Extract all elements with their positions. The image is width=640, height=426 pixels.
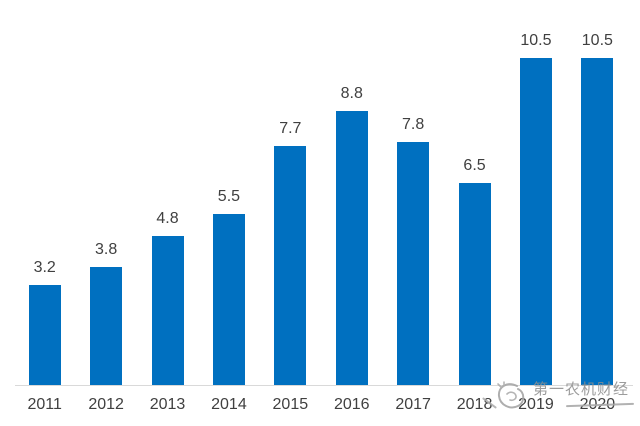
bar-value-label: 7.8: [402, 116, 425, 133]
bar-column: 10.5: [505, 33, 566, 385]
bar-value-label: 8.8: [340, 85, 363, 102]
bar: [151, 236, 184, 385]
bar-value-label: 3.8: [94, 241, 118, 258]
x-axis-label: 2018: [456, 396, 493, 413]
bar-value-label: 10.5: [581, 32, 613, 49]
bar-column: 7.8: [382, 117, 443, 385]
bar: [397, 142, 430, 385]
x-axis-label: 2014: [211, 396, 247, 413]
x-axis-label: 2017: [395, 396, 431, 413]
bar-column: 6.5: [444, 158, 505, 385]
bar: [519, 58, 552, 385]
bar-value-label: 7.7: [279, 120, 302, 137]
bar-value-label: 4.8: [156, 210, 179, 227]
x-axis-line: [15, 385, 633, 386]
bar-value-label: 6.5: [463, 157, 486, 174]
bar-column: 4.8: [137, 211, 198, 385]
plot-area: 3.2 3.8 4.8 5.5 7.7 8.8 7.8 6.5 10.5 10.5: [14, 33, 628, 385]
x-axis-label: 2016: [333, 396, 370, 413]
bar-value-label: 3.2: [33, 259, 56, 276]
bar: [28, 285, 61, 385]
bar: [274, 146, 307, 385]
bar-column: 5.5: [198, 189, 259, 385]
bar-column: 3.2: [14, 260, 75, 385]
bar: [458, 183, 491, 385]
x-axis-label: 2013: [149, 396, 186, 413]
bar: [212, 214, 245, 385]
bar-column: 8.8: [321, 86, 382, 385]
bar-value-label: 10.5: [520, 32, 552, 49]
bar-column: 7.7: [260, 121, 321, 385]
bar-column: 3.8: [75, 242, 136, 385]
x-axis-label: 2011: [27, 396, 62, 413]
bar-column: 10.5: [567, 33, 628, 385]
x-axis-label: 2015: [272, 396, 309, 413]
x-axis-label: 2020: [579, 396, 616, 413]
x-axis-label: 2012: [88, 396, 124, 413]
bar: [581, 58, 614, 385]
bar: [335, 111, 368, 385]
x-axis-label: 2019: [518, 396, 554, 413]
bar: [90, 267, 123, 385]
bar-value-label: 5.5: [217, 188, 241, 205]
x-axis-labels: 2011 2012 2013 2014 2015 2016 2017 2018 2019 2020: [14, 395, 628, 414]
